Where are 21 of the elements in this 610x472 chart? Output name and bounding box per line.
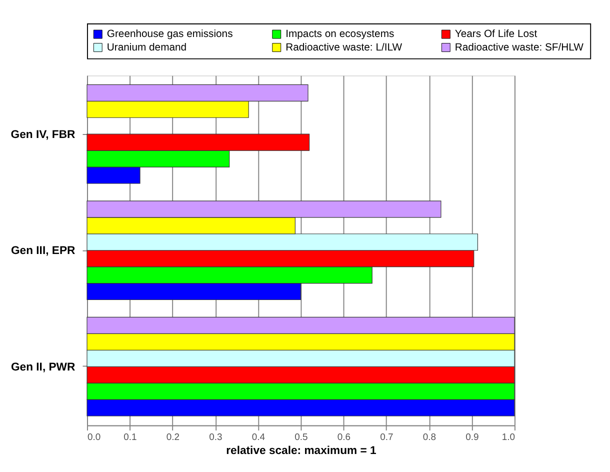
legend-label: Uranium demand [106, 42, 187, 54]
x-tick-label: 0.6 [337, 432, 351, 443]
y-tick-label: Gen II, PWR [10, 361, 76, 374]
legend-label: Radioactive waste: L/ILW [286, 42, 402, 54]
x-tick-label: 0.9 [466, 432, 479, 443]
x-tick-label: 0.0 [87, 432, 101, 443]
x-axis-title: relative scale: maximum = 1 [226, 445, 376, 458]
x-tick-label: 0.7 [380, 432, 394, 443]
y-tick-label: Gen IV, FBR [10, 128, 76, 141]
legend-label: Years Of Life Lost [454, 29, 538, 40]
x-tick-label: 1.0 [502, 432, 515, 443]
x-tick-label: 0.4 [252, 432, 266, 443]
legend-label: Radioactive waste: SF/HLW [454, 42, 584, 54]
x-tick-label: 0.2 [166, 432, 180, 443]
y-tick-label: Gen III, EPR [10, 245, 76, 258]
x-tick-label: 0.1 [124, 432, 137, 443]
legend-label: Greenhouse gas emissions [106, 29, 233, 40]
x-tick-label: 0.5 [294, 432, 308, 443]
x-tick-label: 0.3 [209, 432, 222, 443]
x-tick-label: 0.8 [422, 432, 436, 443]
legend-label: Impacts on ecosystems [286, 29, 394, 40]
